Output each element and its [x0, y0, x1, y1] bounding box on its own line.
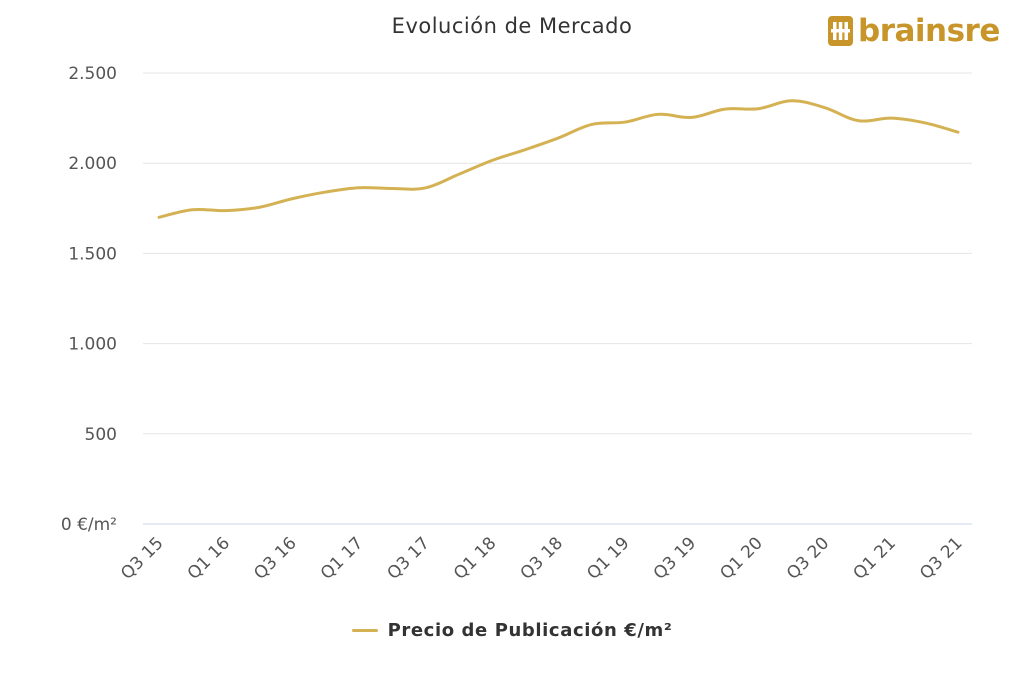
series-layer — [157, 99, 960, 219]
grid-lines — [143, 72, 972, 525]
y-axis-labels: 0 €/m² 500 1.000 1.500 2.000 2.500 — [61, 64, 117, 535]
x-tick-label: Q3 18 — [517, 533, 567, 583]
x-tick-label: Q3 16 — [250, 533, 300, 583]
x-tick-label: Q1 19 — [583, 533, 633, 583]
y-tick-label: 2.000 — [68, 154, 117, 174]
brand-name: brainsre — [858, 13, 1000, 49]
y-tick-label: 500 — [85, 425, 117, 445]
y-tick-label: 1.000 — [68, 335, 117, 355]
brainsre-logo-icon — [828, 16, 853, 46]
legend-swatch — [351, 629, 378, 632]
y-tick-label: 0 €/m² — [61, 515, 117, 535]
brand-logo: brainsre — [828, 12, 1000, 50]
y-tick-label: 1.500 — [68, 244, 117, 264]
x-tick-label: Q1 16 — [184, 533, 234, 583]
x-tick-label: Q1 20 — [716, 533, 766, 583]
series-line — [157, 99, 960, 219]
x-tick-label: Q3 19 — [650, 533, 700, 583]
x-tick-label: Q3 17 — [383, 533, 433, 583]
x-tick-label: Q3 21 — [916, 533, 966, 583]
x-tick-label: Q1 21 — [850, 533, 900, 583]
x-axis-labels: Q3 15 Q1 16 Q3 16 Q1 17 Q3 17 Q1 18 Q3 18 Q1 19… — [117, 533, 966, 583]
x-tick-label: Q3 20 — [783, 533, 833, 583]
chart-title: Evolución de Mercado — [391, 14, 633, 38]
y-tick-label: 2.500 — [68, 64, 117, 84]
legend-label: Precio de Publicación €/m² — [387, 620, 673, 641]
legend[interactable]: Precio de Publicación €/m² — [0, 620, 1024, 641]
x-tick-label: Q1 18 — [450, 533, 500, 583]
x-tick-label: Q3 15 — [117, 533, 167, 583]
x-tick-label: Q1 17 — [317, 533, 367, 583]
